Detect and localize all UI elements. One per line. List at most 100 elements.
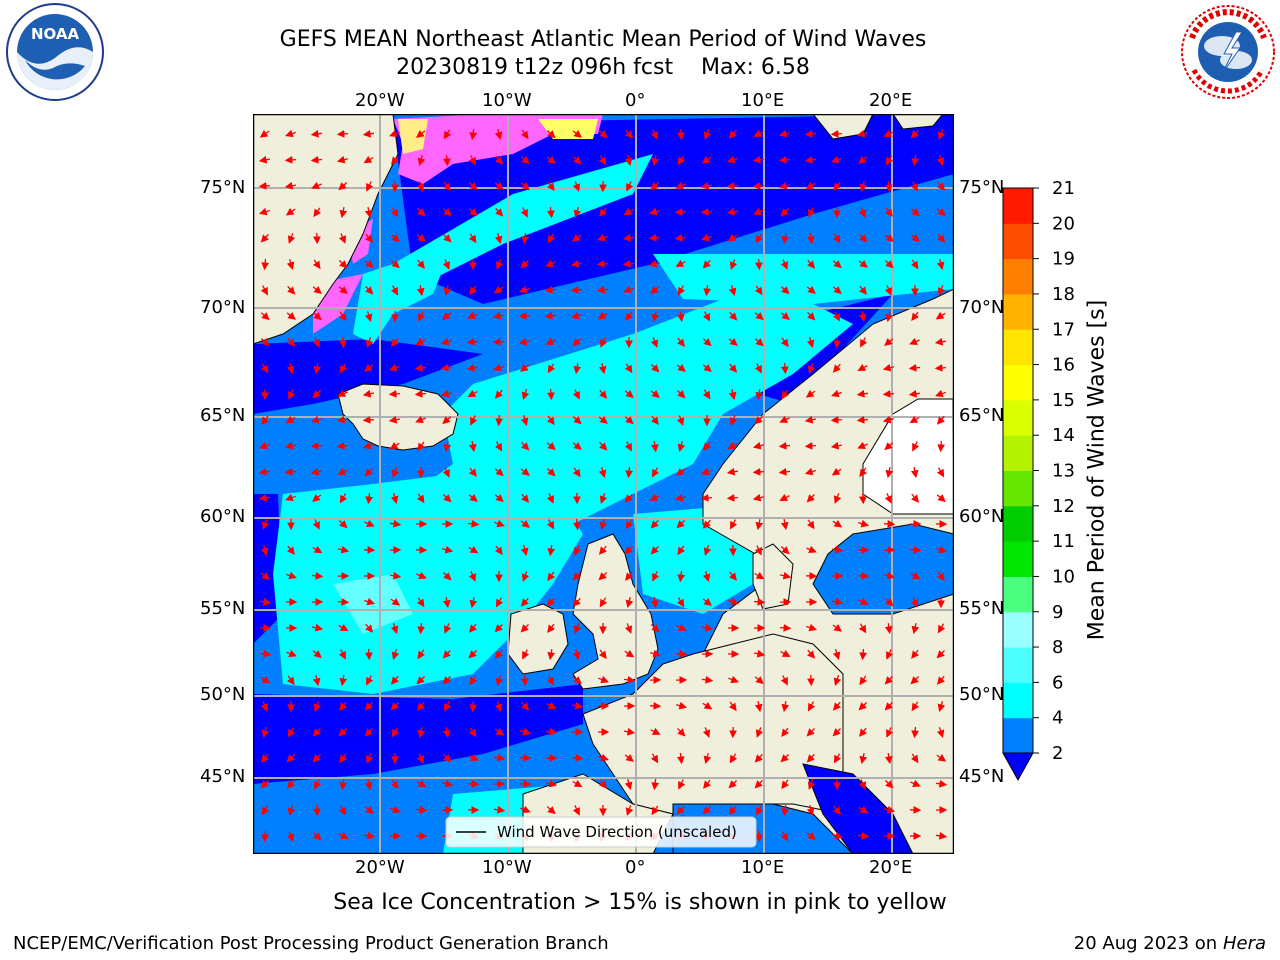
wind-wave-arrow bbox=[883, 129, 894, 137]
wind-wave-arrow bbox=[754, 312, 764, 321]
wind-wave-arrow bbox=[492, 311, 505, 320]
wind-wave-arrow bbox=[702, 806, 712, 815]
wind-wave-arrow bbox=[752, 493, 765, 502]
wind-wave-arrow bbox=[261, 830, 269, 843]
wind-wave-arrow bbox=[518, 337, 531, 346]
wind-wave-arrow bbox=[416, 181, 425, 192]
wind-wave-arrow bbox=[546, 701, 557, 710]
wind-wave-arrow bbox=[284, 181, 297, 190]
wind-wave-arrow bbox=[365, 623, 374, 633]
land-svalbard-east bbox=[892, 114, 944, 130]
wind-wave-arrow bbox=[546, 675, 554, 686]
wind-wave-arrow bbox=[286, 649, 297, 658]
wind-wave-arrow bbox=[312, 804, 321, 817]
wind-wave-arrow bbox=[677, 727, 686, 737]
wind-wave-arrow bbox=[780, 208, 790, 217]
wind-wave-arrow bbox=[702, 727, 711, 738]
wind-wave-arrow bbox=[260, 545, 269, 557]
wind-wave-arrow bbox=[285, 207, 296, 216]
wind-wave-arrow bbox=[310, 415, 322, 424]
wind-wave-arrow bbox=[728, 780, 738, 789]
wind-wave-arrow bbox=[310, 441, 323, 450]
lat-tick-right-75n: 75°N bbox=[959, 177, 1005, 198]
wind-wave-arrow bbox=[885, 310, 894, 323]
legend-label: Wind Wave Direction (unscaled) bbox=[497, 823, 737, 841]
wind-wave-arrow bbox=[547, 571, 556, 582]
wind-wave-arrow bbox=[546, 442, 556, 451]
wind-wave-arrow bbox=[440, 363, 453, 372]
wind-wave-arrow bbox=[598, 572, 608, 581]
wind-wave-arrow bbox=[804, 441, 817, 450]
wind-wave-arrow bbox=[726, 181, 739, 190]
wind-wave-arrow bbox=[910, 208, 920, 217]
wind-wave-arrow bbox=[364, 778, 373, 791]
wind-wave-arrow bbox=[859, 233, 868, 243]
wind-wave-arrow bbox=[338, 311, 347, 322]
wind-wave-arrow bbox=[727, 233, 738, 242]
wind-wave-arrow bbox=[884, 752, 893, 765]
wind-wave-arrow bbox=[338, 649, 346, 660]
wind-wave-arrow bbox=[547, 233, 556, 244]
lon-tick-bottom-0: 0° bbox=[625, 857, 646, 878]
wind-wave-arrow bbox=[911, 726, 920, 739]
wind-wave-arrow bbox=[830, 415, 843, 424]
wind-wave-arrow bbox=[284, 467, 297, 476]
wind-wave-arrow bbox=[676, 364, 686, 372]
wind-wave-arrow bbox=[807, 779, 816, 790]
wind-wave-arrow bbox=[312, 312, 322, 321]
colorbar-tick-label: 18 bbox=[1052, 284, 1075, 305]
wind-wave-arrow bbox=[596, 285, 609, 294]
wind-wave-arrow bbox=[546, 130, 556, 139]
wind-wave-arrow bbox=[677, 337, 685, 348]
wind-wave-arrow bbox=[780, 259, 788, 270]
wind-wave-arrow bbox=[286, 362, 295, 375]
wind-wave-arrow bbox=[728, 701, 737, 712]
wind-wave-arrow bbox=[365, 285, 374, 295]
wind-wave-arrow bbox=[415, 337, 426, 346]
wind-wave-arrow bbox=[442, 596, 451, 609]
wind-wave-arrow bbox=[261, 519, 270, 530]
wind-wave-arrow bbox=[677, 570, 686, 583]
wind-wave-arrow bbox=[286, 259, 295, 271]
wind-wave-arrow bbox=[258, 493, 270, 502]
wind-wave-arrow bbox=[753, 597, 766, 606]
wind-wave-arrow bbox=[780, 312, 790, 321]
wind-wave-arrow bbox=[936, 259, 945, 271]
wind-wave-arrow bbox=[572, 338, 582, 347]
wind-wave-arrow bbox=[700, 493, 713, 502]
lat-tick-right-55n: 55°N bbox=[959, 598, 1005, 619]
wind-wave-arrow bbox=[520, 805, 531, 814]
colorbar-segment bbox=[1003, 576, 1033, 613]
wind-wave-arrow bbox=[310, 129, 323, 138]
wind-wave-arrow bbox=[754, 676, 764, 685]
wind-wave-arrow bbox=[936, 571, 945, 582]
wind-wave-arrow bbox=[754, 753, 763, 763]
wind-wave-arrow bbox=[572, 648, 581, 661]
wind-wave-arrow bbox=[650, 545, 659, 555]
wind-wave-arrow bbox=[859, 181, 868, 193]
wind-wave-arrow bbox=[260, 363, 269, 374]
date-text: 20 Aug 2023 on bbox=[1073, 933, 1218, 954]
wind-wave-arrow bbox=[416, 493, 425, 504]
wind-wave-arrow bbox=[391, 310, 399, 323]
wind-wave-arrow bbox=[414, 389, 427, 398]
wind-wave-arrow bbox=[571, 753, 584, 762]
lat-tick-right-50n: 50°N bbox=[959, 684, 1005, 705]
lat-tick-left-75n: 75°N bbox=[200, 177, 246, 198]
wind-wave-arrow bbox=[598, 753, 609, 762]
wind-wave-arrow bbox=[729, 363, 738, 373]
wind-wave-arrow bbox=[521, 571, 530, 582]
wind-wave-arrow bbox=[417, 441, 426, 452]
wind-wave-arrow bbox=[520, 129, 529, 140]
colorbar-tick-label: 12 bbox=[1052, 496, 1075, 517]
wind-wave-arrow bbox=[390, 805, 401, 814]
wind-wave-arrow bbox=[937, 129, 946, 140]
wind-wave-arrow bbox=[860, 337, 868, 348]
wind-wave-arrow bbox=[650, 753, 659, 764]
wind-wave-arrow bbox=[701, 623, 714, 632]
wind-wave-arrow bbox=[442, 312, 452, 321]
wind-wave-arrow bbox=[937, 440, 945, 453]
wind-wave-arrow bbox=[596, 259, 609, 268]
wind-wave-arrow bbox=[598, 675, 609, 684]
wind-wave-arrow bbox=[468, 650, 478, 659]
